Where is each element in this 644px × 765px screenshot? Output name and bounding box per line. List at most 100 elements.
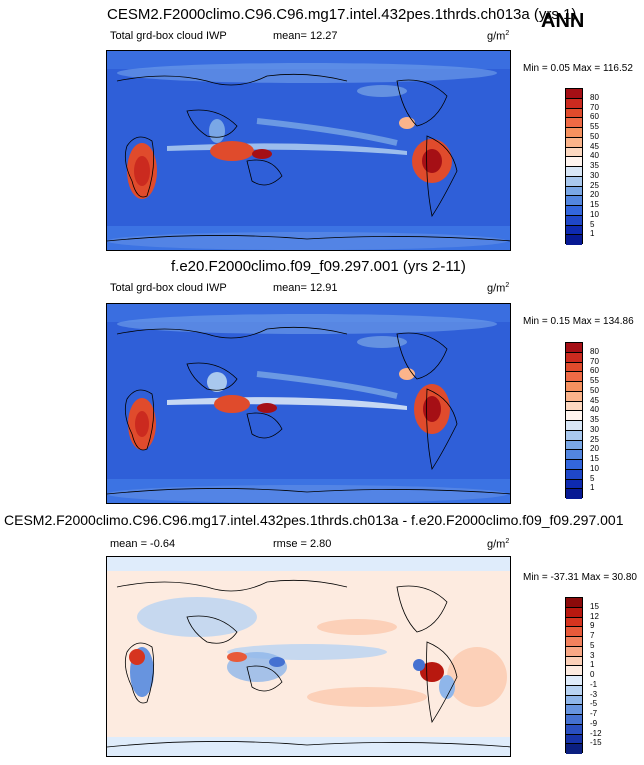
panel1-units: g/m2 (487, 30, 510, 43)
panel1-mean: mean= 12.27 (273, 30, 338, 42)
colorbar-tick-label: -3 (590, 689, 598, 699)
colorbar-segment (566, 430, 582, 441)
colorbar-segment (566, 352, 582, 363)
panel3-map (106, 556, 511, 757)
panel1-colorbar (565, 88, 583, 245)
colorbar-segment (566, 128, 582, 138)
panel2-units: g/m2 (487, 282, 510, 295)
colorbar-tick-label: 15 (590, 200, 599, 209)
colorbar-segment (566, 382, 582, 392)
colorbar-segment (566, 421, 582, 431)
colorbar-segment (566, 666, 582, 676)
colorbar-tick-label: 25 (590, 434, 599, 444)
colorbar-tick-label: 15 (590, 454, 599, 463)
colorbar-segment (566, 372, 582, 382)
colorbar-tick-label: 10 (590, 209, 599, 219)
colorbar-segment (566, 460, 582, 470)
colorbar-tick-label: 5 (590, 640, 595, 650)
panel3-colorbar (565, 597, 583, 754)
colorbar-segment (566, 137, 582, 148)
colorbar-tick-label: -12 (590, 728, 602, 738)
colorbar-segment (566, 89, 582, 99)
colorbar-tick-label: 35 (590, 161, 599, 170)
colorbar-segment (566, 450, 582, 460)
colorbar-tick-label: 20 (590, 444, 599, 454)
colorbar-segment (566, 118, 582, 128)
panel2-title: f.e20.F2000climo.f09_f09.297.001 (yrs 2-… (171, 258, 466, 275)
colorbar-segment (566, 401, 582, 412)
colorbar-segment (566, 685, 582, 696)
colorbar-tick-label: -9 (590, 718, 598, 728)
colorbar-segment (566, 724, 582, 735)
colorbar-segment (566, 235, 582, 245)
colorbar-segment (566, 744, 582, 754)
colorbar-segment (566, 607, 582, 618)
colorbar-tick-label: 60 (590, 112, 599, 122)
colorbar-segment (566, 637, 582, 647)
panel2-colorbar (565, 342, 583, 499)
colorbar-segment (566, 617, 582, 628)
colorbar-tick-label: 30 (590, 170, 599, 180)
colorbar-segment (566, 646, 582, 657)
panel1-minmax: Min = 0.05 Max = 116.52 (523, 63, 633, 74)
colorbar-tick-label: 0 (590, 670, 595, 679)
colorbar-segment (566, 225, 582, 236)
colorbar-segment (566, 598, 582, 608)
colorbar-tick-label: 9 (590, 621, 595, 631)
colorbar-tick-label: 35 (590, 415, 599, 424)
colorbar-tick-label: 3 (590, 650, 595, 660)
panel2-map (106, 303, 511, 504)
season-label: ANN (541, 10, 585, 32)
colorbar-segment (566, 176, 582, 187)
colorbar-tick-label: 30 (590, 424, 599, 434)
colorbar-segment (566, 695, 582, 706)
colorbar-tick-label: 70 (590, 356, 599, 366)
colorbar-tick-label: 50 (590, 385, 599, 395)
colorbar-segment (566, 391, 582, 402)
colorbar-tick-label: 55 (590, 122, 599, 131)
colorbar-segment (566, 627, 582, 637)
colorbar-tick-label: 5 (590, 473, 595, 483)
colorbar-segment (566, 98, 582, 109)
panel2-minmax: Min = 0.15 Max = 134.86 (523, 316, 634, 327)
colorbar-tick-label: 10 (590, 463, 599, 473)
colorbar-segment (566, 215, 582, 226)
colorbar-tick-label: 25 (590, 180, 599, 190)
colorbar-tick-label: 20 (590, 190, 599, 200)
colorbar-tick-label: 40 (590, 405, 599, 415)
colorbar-tick-label: 5 (590, 219, 595, 229)
colorbar-segment (566, 440, 582, 451)
panel2-variable-label: Total grd-box cloud IWP (110, 282, 227, 294)
colorbar-segment (566, 108, 582, 119)
colorbar-tick-label: 60 (590, 366, 599, 376)
colorbar-tick-label: -15 (590, 738, 602, 748)
colorbar-tick-label: 1 (590, 483, 595, 493)
colorbar-segment (566, 676, 582, 686)
colorbar-tick-label: -5 (590, 699, 598, 709)
colorbar-tick-label: 12 (590, 611, 599, 621)
colorbar-segment (566, 343, 582, 353)
colorbar-segment (566, 411, 582, 421)
colorbar-tick-label: 45 (590, 141, 599, 151)
colorbar-segment (566, 167, 582, 177)
colorbar-tick-label: 70 (590, 102, 599, 112)
colorbar-segment (566, 734, 582, 745)
colorbar-segment (566, 157, 582, 167)
colorbar-tick-label: 55 (590, 376, 599, 385)
panel3-minmax: Min = -37.31 Max = 30.80 (523, 572, 637, 583)
colorbar-tick-label: 40 (590, 151, 599, 161)
colorbar-segment (566, 186, 582, 197)
panel3-mean: mean = -0.64 (110, 538, 176, 550)
panel3-units: g/m2 (487, 538, 510, 551)
colorbar-segment (566, 206, 582, 216)
colorbar-segment (566, 715, 582, 725)
colorbar-tick-label: 80 (590, 92, 599, 102)
colorbar-tick-label: 15 (590, 601, 599, 611)
colorbar-tick-label: 80 (590, 346, 599, 356)
colorbar-segment (566, 147, 582, 158)
colorbar-tick-label: 1 (590, 660, 595, 670)
panel1-map (106, 50, 511, 251)
colorbar-tick-label: 7 (590, 631, 595, 640)
colorbar-segment (566, 196, 582, 206)
colorbar-segment (566, 479, 582, 490)
